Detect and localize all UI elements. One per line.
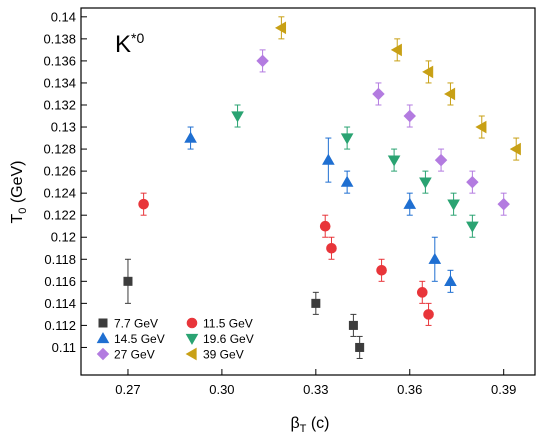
x-tick-label: 0.30	[209, 382, 234, 397]
legend-marker	[185, 333, 199, 345]
data-point	[372, 87, 385, 101]
legend-marker	[96, 332, 110, 344]
data-point	[340, 175, 354, 187]
x-tick-label: 0.27	[115, 382, 140, 397]
legend-label: 27 GeV	[114, 347, 155, 361]
data-point	[231, 111, 244, 123]
legend-label: 7.7 GeV	[114, 316, 158, 330]
data-point	[403, 197, 417, 209]
x-tick-label: 0.33	[303, 382, 328, 397]
chart-annotation: K*0	[115, 30, 144, 58]
y-tick-label: 0.13	[51, 120, 76, 135]
data-point	[376, 265, 387, 276]
y-tick-label: 0.138	[43, 31, 76, 46]
data-point	[138, 198, 149, 210]
legend-marker	[98, 318, 108, 328]
series-group	[123, 258, 365, 359]
x-tick-label: 0.39	[491, 382, 516, 397]
data-point	[274, 21, 287, 35]
series-group	[274, 16, 521, 161]
data-point	[447, 199, 460, 211]
legend-marker	[185, 347, 197, 361]
y-tick-label: 0.12	[51, 230, 76, 245]
data-series	[123, 16, 521, 359]
series-group	[231, 104, 479, 238]
data-point	[184, 131, 197, 143]
y-tick-label: 0.124	[43, 186, 76, 201]
data-point	[466, 221, 479, 233]
data-point	[466, 175, 479, 189]
data-point	[509, 142, 521, 156]
y-tick-label: 0.118	[44, 252, 76, 267]
data-point	[326, 242, 337, 254]
series-group	[184, 126, 457, 293]
data-point	[311, 298, 321, 308]
data-point	[340, 133, 354, 145]
data-point	[123, 276, 133, 286]
y-tick-label: 0.134	[43, 75, 76, 90]
data-point	[423, 309, 434, 320]
data-point	[319, 220, 331, 232]
data-point	[390, 43, 402, 57]
y-tick-label: 0.14	[51, 9, 76, 24]
data-point	[416, 287, 428, 298]
data-point	[434, 153, 448, 167]
data-point	[444, 87, 456, 101]
legend-label: 11.5 GeV	[203, 316, 253, 330]
series-group	[256, 49, 510, 216]
legend-marker	[96, 347, 110, 361]
series-group	[138, 192, 434, 326]
plot-frame	[80, 7, 536, 376]
data-point	[403, 109, 416, 123]
data-point	[419, 177, 432, 189]
data-point	[497, 197, 510, 211]
y-tick-label: 0.128	[43, 142, 76, 157]
data-point	[387, 155, 401, 167]
legend-marker	[186, 317, 198, 329]
legend-label: 14.5 GeV	[114, 332, 165, 346]
data-point	[256, 54, 269, 68]
legend-label: 19.6 GeV	[203, 332, 254, 346]
legend: 7.7 GeV 11.5 GeV 14.5 GeV 19.6 GeV 27 GeV 39 …	[96, 316, 254, 361]
data-point	[475, 120, 487, 134]
data-point	[422, 65, 434, 79]
y-tick-label: 0.122	[43, 208, 76, 223]
x-axis-title: βT (c)	[290, 415, 329, 435]
y-tick-label: 0.136	[43, 53, 76, 68]
legend-label: 39 GeV	[203, 347, 244, 361]
y-tick-label: 0.126	[43, 164, 76, 179]
axis-ticks: 0.27 0.30 0.33 0.36 0.39 0.11 0.112 0.114 0.116 0…	[43, 9, 516, 397]
y-axis-title: T0 (GeV)	[9, 160, 29, 223]
data-point	[444, 274, 457, 286]
data-point	[355, 342, 365, 352]
y-tick-label: 0.114	[44, 296, 76, 311]
y-tick-label: 0.116	[44, 274, 76, 289]
data-point	[348, 320, 358, 330]
y-tick-label: 0.132	[43, 97, 76, 112]
y-tick-label: 0.112	[44, 318, 76, 333]
data-point	[322, 153, 335, 165]
y-tick-label: 0.11	[52, 340, 76, 355]
x-tick-label: 0.36	[397, 382, 422, 397]
data-point	[428, 252, 442, 264]
